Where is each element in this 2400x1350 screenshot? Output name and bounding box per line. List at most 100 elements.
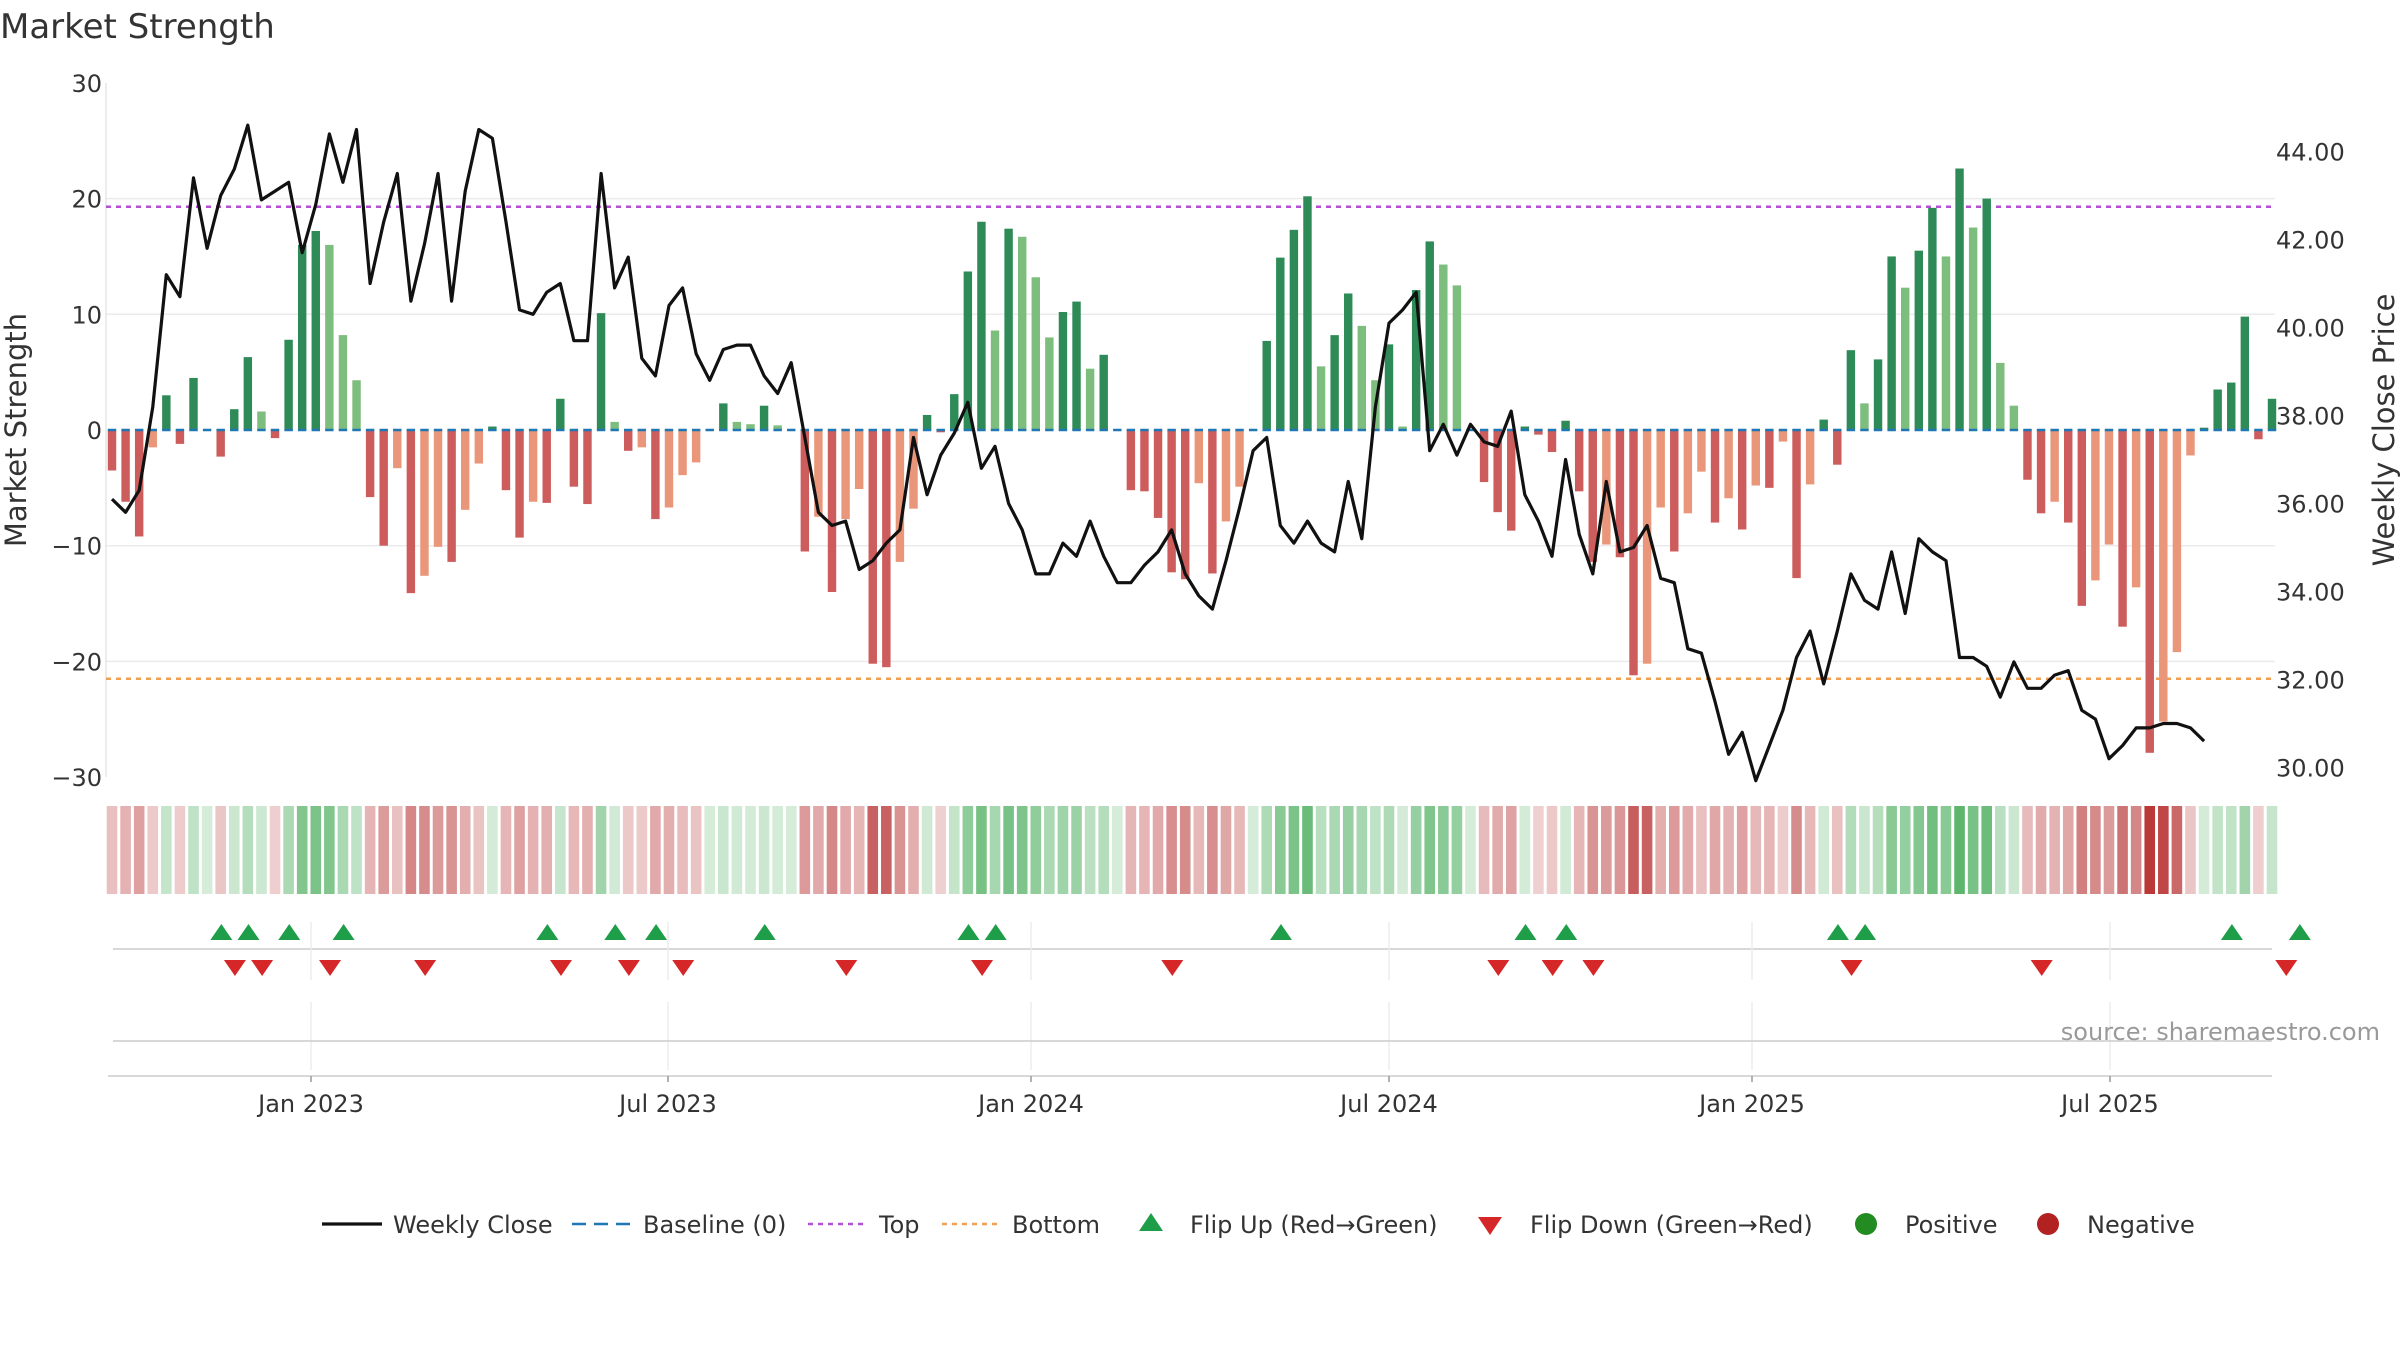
heat-cell <box>1682 806 1694 894</box>
heat-cell <box>2171 806 2183 894</box>
strength-bar <box>1017 236 1027 430</box>
heat-cell <box>1533 806 1544 894</box>
heat-cell <box>636 806 648 894</box>
heat-cell <box>894 806 906 894</box>
heat-cell <box>2076 806 2088 894</box>
strength-bar <box>1493 430 1502 513</box>
strength-bar <box>1547 430 1557 452</box>
heat-cell <box>1954 806 1965 894</box>
heat-cell <box>1016 806 1028 894</box>
heat-cell <box>2049 806 2060 894</box>
heat-cell <box>1587 806 1599 894</box>
heat-cell <box>853 806 865 894</box>
x-tick-label: Jan 2023 <box>256 1090 364 1118</box>
heat-cell <box>1872 806 1884 894</box>
strength-bar <box>773 425 782 430</box>
strength-bar <box>1520 426 1530 430</box>
strength-bar <box>2064 430 2073 523</box>
heat-cell <box>1315 806 1327 894</box>
heat-cell <box>527 806 539 894</box>
heat-cell <box>256 806 267 894</box>
heat-cell <box>1940 806 1952 894</box>
strength-bar <box>732 421 742 430</box>
heat-cell <box>1696 806 1707 894</box>
heat-cell <box>1519 806 1531 894</box>
flip-down-marker <box>319 960 342 976</box>
x-tick-label: Jul 2024 <box>1338 1090 1438 1118</box>
right-tick-label: 40.00 <box>2276 315 2345 343</box>
left-axis-label: Market Strength <box>0 313 33 547</box>
heat-cell <box>324 806 335 894</box>
strength-bar <box>297 244 307 430</box>
strength-bar <box>1982 198 1991 430</box>
heat-cell <box>1995 806 2006 894</box>
strength-bar <box>1452 285 1462 430</box>
heat-cell <box>1967 806 1979 894</box>
heat-cell <box>161 806 172 894</box>
flip-up-marker <box>1514 924 1537 940</box>
strength-bar <box>1887 256 1896 430</box>
strength-bar <box>2159 430 2168 722</box>
strength-bars <box>107 168 2277 753</box>
strength-bar <box>2213 389 2222 430</box>
strength-bar <box>460 430 470 510</box>
strength-bar <box>365 430 375 498</box>
heat-cell <box>541 806 553 894</box>
heat-cell <box>745 806 756 894</box>
heat-cell <box>201 806 213 894</box>
flip-up-marker <box>2288 924 2311 940</box>
heat-cell <box>1573 806 1585 894</box>
heat-cell <box>1125 806 1137 894</box>
legend-negative-label: Negative <box>2087 1211 2195 1239</box>
heat-cell <box>2035 806 2047 894</box>
chart-title: Market Strength <box>0 7 275 47</box>
right-axis-ticks: 44.00 42.00 40.00 38.00 36.00 34.00 32.00 30.00 <box>2276 139 2345 783</box>
strength-bar <box>1615 430 1625 558</box>
strength-bar <box>556 398 565 430</box>
strength-bar <box>637 430 647 448</box>
strength-bar <box>624 430 633 451</box>
heat-cell <box>337 806 349 894</box>
heat-cell <box>1859 806 1870 894</box>
flip-up-marker <box>1826 924 1849 940</box>
strength-bar <box>1344 293 1353 430</box>
strength-bar <box>1642 430 1652 664</box>
flip-down-marker <box>1541 960 1564 976</box>
strength-bar <box>1561 420 1570 430</box>
right-tick-label: 38.00 <box>2276 403 2345 431</box>
strength-bar <box>895 430 905 562</box>
legend-baseline-label: Baseline (0) <box>643 1211 786 1239</box>
strength-bar <box>583 430 592 505</box>
strength-bar <box>1479 430 1489 483</box>
strength-bar <box>691 430 701 463</box>
strength-bar <box>2186 430 2195 456</box>
strength-bar <box>393 430 402 469</box>
legend-positive-label: Positive <box>1905 1211 1998 1239</box>
heat-cell <box>1804 806 1816 894</box>
strength-bar <box>243 357 253 430</box>
heat-cell <box>677 806 688 894</box>
heat-cell <box>215 806 226 894</box>
strength-bar <box>1262 340 1271 430</box>
heat-cell <box>2103 806 2115 894</box>
strength-bar <box>433 430 443 547</box>
heat-cell <box>1424 806 1436 894</box>
heat-cell <box>1505 806 1517 894</box>
flip-up-marker <box>2220 924 2243 940</box>
strength-bar <box>963 271 973 430</box>
strength-bar <box>746 424 755 430</box>
strength-bar <box>1167 430 1176 573</box>
strength-bar <box>1194 430 1204 484</box>
heat-cell <box>1342 806 1354 894</box>
heat-cell <box>881 806 892 894</box>
empty-bottom-panel <box>108 1040 2272 1077</box>
heat-cell <box>962 806 974 894</box>
strength-bar <box>678 430 687 476</box>
heat-cell <box>351 806 362 894</box>
flip-down-marker <box>672 960 695 976</box>
strength-bar <box>1941 256 1951 430</box>
strength-bar <box>474 430 484 464</box>
heat-cell <box>1111 806 1123 894</box>
strength-bar <box>352 380 361 430</box>
source-label: source: sharemaestro.com <box>2061 1018 2380 1046</box>
